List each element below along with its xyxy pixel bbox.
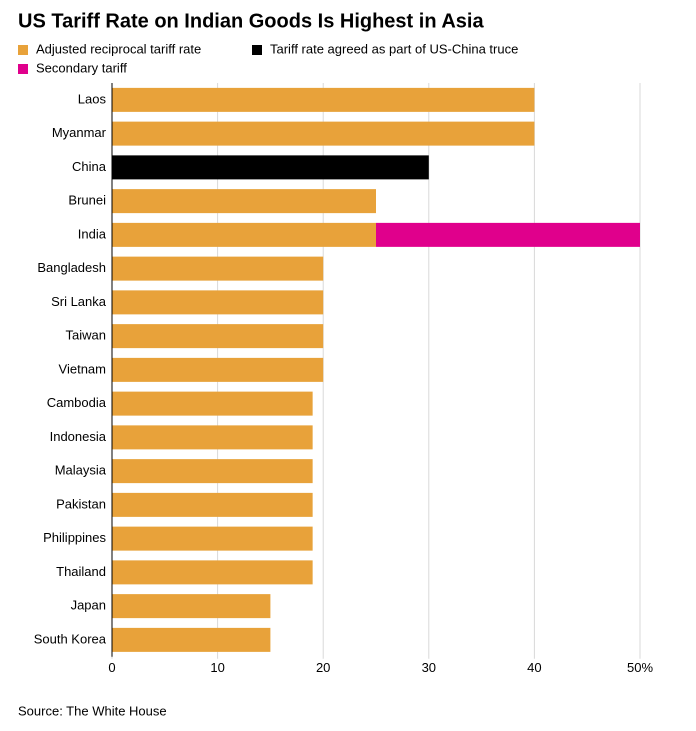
y-tick-label: India xyxy=(78,226,107,241)
x-tick-label: 40 xyxy=(527,660,541,675)
bar xyxy=(112,155,429,180)
x-tick-label: 50% xyxy=(627,660,653,675)
y-tick-label: Taiwan xyxy=(66,328,106,343)
y-tick-label: China xyxy=(72,159,107,174)
legend-swatch xyxy=(18,45,28,55)
bar xyxy=(112,425,313,450)
bar xyxy=(112,560,313,585)
legend-swatch xyxy=(18,64,28,74)
x-tick-label: 30 xyxy=(422,660,436,675)
y-tick-label: Sri Lanka xyxy=(51,294,107,309)
y-tick-label: Thailand xyxy=(56,564,106,579)
legend-label: Adjusted reciprocal tariff rate xyxy=(36,41,201,56)
bar xyxy=(112,324,324,349)
y-tick-label: Philippines xyxy=(43,530,106,545)
y-tick-label: Cambodia xyxy=(47,395,107,410)
bar xyxy=(112,87,535,112)
x-tick-label: 20 xyxy=(316,660,330,675)
bar xyxy=(112,459,313,484)
source: Source: The White House xyxy=(18,703,167,718)
bar xyxy=(112,627,271,652)
bar xyxy=(112,256,324,281)
bar xyxy=(112,594,271,619)
y-tick-label: Pakistan xyxy=(56,496,106,511)
bar xyxy=(112,121,535,146)
bar xyxy=(112,290,324,315)
bar xyxy=(112,391,313,416)
chart-title: US Tariff Rate on Indian Goods Is Highes… xyxy=(18,10,484,32)
bar xyxy=(112,222,376,247)
y-tick-label: Myanmar xyxy=(52,125,107,140)
bar xyxy=(112,189,376,214)
y-tick-label: Bangladesh xyxy=(37,260,106,275)
y-tick-label: Vietnam xyxy=(59,361,106,376)
bar xyxy=(112,492,313,517)
legend-swatch xyxy=(252,45,262,55)
bar xyxy=(112,526,313,551)
y-tick-label: Indonesia xyxy=(50,429,107,444)
bar xyxy=(112,357,324,382)
y-tick-label: South Korea xyxy=(34,631,107,646)
legend-label: Secondary tariff xyxy=(36,60,127,75)
y-tick-label: Malaysia xyxy=(55,463,107,478)
bar xyxy=(376,222,640,247)
y-tick-label: Brunei xyxy=(68,193,106,208)
legend-label: Tariff rate agreed as part of US-China t… xyxy=(270,41,518,56)
x-tick-label: 0 xyxy=(108,660,115,675)
y-tick-label: Laos xyxy=(78,91,107,106)
y-tick-label: Japan xyxy=(71,598,106,613)
x-tick-label: 10 xyxy=(210,660,224,675)
